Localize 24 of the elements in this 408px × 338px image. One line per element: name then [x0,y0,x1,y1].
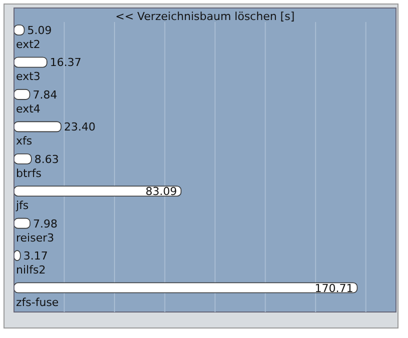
y-tick-label: ext4 [16,102,40,116]
data-label: 3.17 [23,250,48,263]
bar [14,56,48,68]
chart-title: << Verzeichnisbaum löschen [s] [115,10,295,23]
bar [14,121,62,132]
y-tick-label: ext2 [16,38,40,51]
y-tick-label: xfs [16,134,32,148]
y-tick-label: zfs-fuse [16,296,59,309]
data-label: 23.40 [64,120,96,134]
data-label: 8.63 [34,152,59,166]
y-tick-label: btrfs [16,166,42,180]
y-tick-label: jfs [15,199,29,212]
y-tick-label: ext3 [16,70,40,84]
data-label: 16.37 [50,56,82,70]
bar [14,282,358,294]
bar [14,186,182,197]
data-label: 170.71 [314,282,354,295]
data-label: 83.09 [146,185,178,198]
data-label: 7.98 [33,217,58,230]
data-label: 5.09 [27,24,52,37]
bar [14,153,32,164]
y-tick-label: nilfs2 [16,264,46,277]
data-label: 7.84 [32,88,58,102]
y-tick-label: reiser3 [16,231,54,244]
